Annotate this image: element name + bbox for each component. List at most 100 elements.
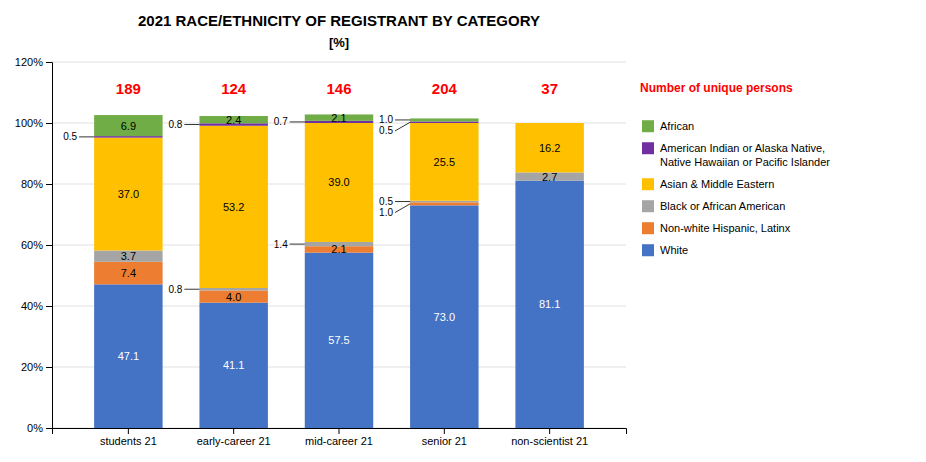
- bar: [410, 121, 478, 123]
- leader-line: [290, 121, 305, 122]
- data-label: 1.4: [274, 239, 288, 250]
- y-tick: 0%: [27, 422, 52, 434]
- bar-series: [94, 123, 584, 288]
- grid-line: [52, 62, 626, 63]
- x-tick-mark: [549, 428, 550, 434]
- legend-label: Asian & Middle Eastern: [660, 178, 774, 190]
- leader-line: [395, 122, 410, 131]
- y-tick-mark: [46, 428, 52, 429]
- y-tick-mark: [46, 184, 52, 185]
- data-label: 57.5: [328, 334, 349, 346]
- bar: [199, 126, 267, 288]
- bar: [94, 136, 162, 138]
- legend-item: White: [642, 244, 688, 256]
- bar: [94, 138, 162, 251]
- legend-swatch: [642, 200, 654, 212]
- legend-label: Non-white Hispanic, Latinx: [660, 222, 791, 234]
- y-tick: 80%: [21, 178, 52, 190]
- bars: [94, 114, 584, 428]
- data-labels: 47.141.157.573.081.17.44.02.13.72.737.05…: [63, 112, 560, 372]
- legend: African American Indian or Alaska Native,…: [642, 120, 830, 256]
- y-tick-mark: [46, 367, 52, 368]
- y-tick-label: 60%: [21, 239, 43, 251]
- legend-label: African: [660, 120, 694, 132]
- legend-label: Black or African American: [660, 200, 785, 212]
- chart: 0%20%40%60%80%100%120%students 21early-c…: [0, 0, 926, 462]
- legend-item: Non-white Hispanic, Latinx: [642, 222, 791, 234]
- legend-swatch: [642, 120, 654, 132]
- bar: [515, 181, 583, 428]
- x-tick-mark: [339, 428, 340, 434]
- data-label: 37.0: [118, 188, 139, 200]
- data-label: 3.7: [121, 250, 136, 262]
- data-label: 53.2: [223, 201, 244, 213]
- x-tick-mark: [128, 428, 129, 434]
- data-label: 4.0: [226, 291, 241, 303]
- x-tick-label: mid-career 21: [305, 435, 373, 447]
- unique-persons-value: 124: [221, 80, 247, 97]
- legend-item: Asian & Middle Eastern: [642, 178, 774, 190]
- data-label: 2.1: [331, 243, 346, 255]
- bar: [515, 123, 583, 124]
- legend-swatch: [642, 244, 654, 256]
- y-tick-mark: [46, 245, 52, 246]
- leader-line: [184, 289, 199, 290]
- bar: [410, 118, 478, 121]
- bar: [199, 303, 267, 428]
- y-tick-mark: [46, 62, 52, 63]
- data-label: 0.8: [168, 119, 182, 130]
- x-axis: students 21early-career 21mid-career 21s…: [53, 428, 627, 447]
- bar: [410, 202, 478, 205]
- data-label: 0.5: [379, 196, 393, 207]
- y-tick-label: 120%: [15, 56, 43, 68]
- y-tick: 40%: [21, 300, 52, 312]
- bar: [94, 262, 162, 285]
- data-label: 0.5: [379, 125, 393, 136]
- unique-persons-value: 204: [432, 80, 458, 97]
- legend-swatch: [642, 142, 654, 154]
- bar-series: [94, 114, 478, 136]
- unique-persons-value: 146: [326, 80, 351, 97]
- data-label: 2.4: [226, 114, 241, 126]
- legend-item: American Indian or Alaska Native,Native …: [642, 142, 830, 168]
- data-label: 2.1: [331, 112, 346, 124]
- y-tick: 100%: [15, 117, 52, 129]
- unique-persons: 18912414620437Number of unique persons: [116, 80, 793, 97]
- x-tick: senior 21: [422, 428, 467, 447]
- data-label: 0.8: [168, 284, 182, 295]
- plot: 0%20%40%60%80%100%120%students 21early-c…: [15, 56, 830, 447]
- x-tick-label: early-career 21: [197, 435, 271, 447]
- legend-item: African: [642, 120, 694, 132]
- y-tick: 60%: [21, 239, 52, 251]
- data-label: 25.5: [434, 156, 455, 168]
- data-label: 1.0: [379, 114, 393, 125]
- leader-line: [395, 201, 410, 202]
- bar: [410, 123, 478, 201]
- data-label: 73.0: [434, 311, 455, 323]
- x-tick-label: non-scientist 21: [511, 435, 588, 447]
- y-tick-label: 0%: [27, 422, 43, 434]
- bar: [305, 123, 373, 242]
- grid: [52, 62, 626, 428]
- bar: [199, 290, 267, 302]
- bar: [515, 123, 583, 172]
- legend-label: White: [660, 244, 688, 256]
- y-tick-label: 20%: [21, 361, 43, 373]
- x-tick: mid-career 21: [305, 428, 373, 447]
- x-tick-label: senior 21: [422, 435, 467, 447]
- unique-persons-value: 37: [541, 80, 558, 97]
- leader-line: [395, 119, 410, 120]
- x-tick-mark: [233, 428, 234, 434]
- bar: [94, 115, 162, 136]
- data-label: 1.0: [379, 207, 393, 218]
- y-tick-label: 100%: [15, 117, 43, 129]
- subtitle: [%]: [329, 35, 349, 50]
- leader-line: [395, 204, 410, 213]
- y-tick: 120%: [15, 56, 52, 68]
- y-tick-label: 40%: [21, 300, 43, 312]
- data-label: 41.1: [223, 359, 244, 371]
- y-tick-mark: [46, 306, 52, 307]
- x-tick-mark: [444, 428, 445, 434]
- bar: [515, 123, 583, 124]
- bar: [94, 284, 162, 428]
